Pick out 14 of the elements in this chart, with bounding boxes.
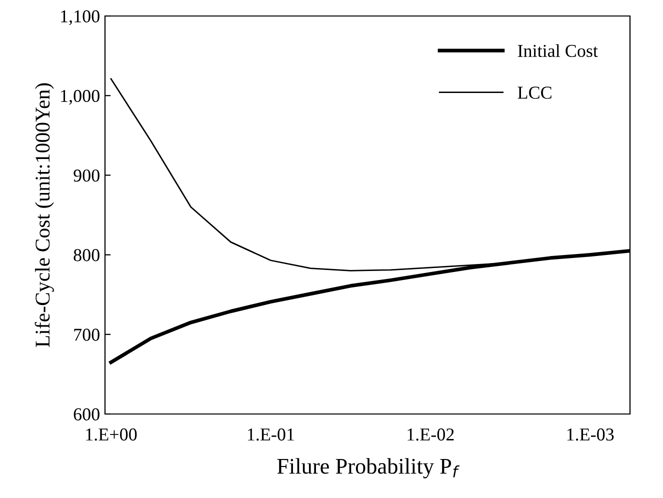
x-tick-label: 1.E-02 (408, 428, 454, 441)
x-tick-label: 1.E-01 (248, 428, 294, 441)
y-tick-label: 900 (74, 169, 100, 182)
y-tick-label: 1,000 (61, 90, 100, 105)
y-tick-label: 1,100 (61, 10, 100, 26)
y-tick-label: 700 (74, 328, 100, 341)
x-tick-label: 1.E+00 (86, 428, 137, 441)
legend-label: Initial Cost (518, 44, 598, 58)
x-tick-label: 1.E-03 (567, 428, 614, 441)
x-axis-title: Filure Probability P$_{f}$ (277, 458, 460, 478)
y-tick-label: 600 (74, 408, 100, 420)
legend-label: LCC (518, 86, 552, 99)
y-tick-label: 800 (74, 249, 100, 262)
y-axis-title: Life-Cycle Cost (unit:1000Yen) (34, 83, 54, 348)
